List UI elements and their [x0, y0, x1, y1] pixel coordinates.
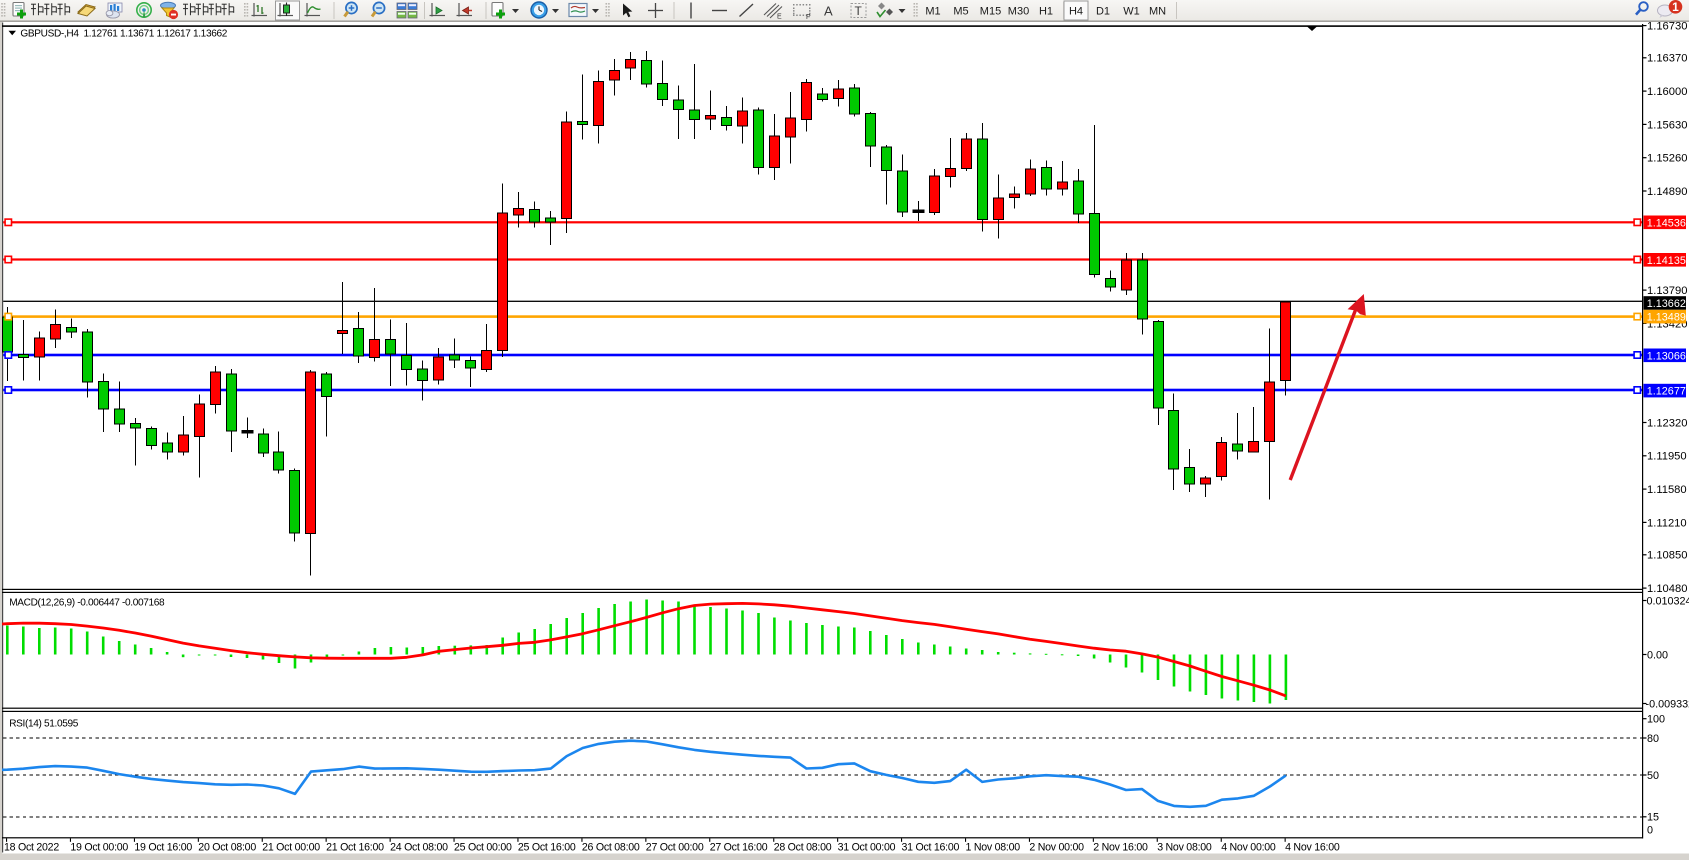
svg-text:19 Oct 00:00: 19 Oct 00:00 [70, 842, 128, 854]
svg-text:RSI(14) 51.0595: RSI(14) 51.0595 [9, 718, 79, 729]
svg-text:-0.009332: -0.009332 [1646, 698, 1689, 710]
svg-text:100: 100 [1647, 714, 1665, 726]
svg-text:0.010324: 0.010324 [1647, 595, 1689, 607]
svg-text:80: 80 [1647, 733, 1659, 745]
svg-text:1.13066: 1.13066 [1647, 350, 1686, 362]
svg-text:1.16730: 1.16730 [1647, 21, 1687, 33]
svg-text:1.15630: 1.15630 [1647, 119, 1687, 131]
svg-text:H4: H4 [1069, 6, 1083, 18]
svg-text:3 Nov 08:00: 3 Nov 08:00 [1157, 842, 1212, 854]
svg-text:2 Nov 16:00: 2 Nov 16:00 [1093, 842, 1148, 854]
svg-text:31 Oct 16:00: 31 Oct 16:00 [902, 842, 960, 854]
svg-text:1.14135: 1.14135 [1647, 255, 1686, 267]
svg-text:1.10480: 1.10480 [1647, 583, 1687, 595]
svg-text:1 Nov 08:00: 1 Nov 08:00 [966, 842, 1021, 854]
svg-text:24 Oct 08:00: 24 Oct 08:00 [390, 842, 448, 854]
svg-text:2 Nov 00:00: 2 Nov 00:00 [1029, 842, 1084, 854]
svg-text:4 Nov 00:00: 4 Nov 00:00 [1221, 842, 1276, 854]
svg-text:1.11580: 1.11580 [1647, 484, 1687, 496]
svg-text:18 Oct 2022: 18 Oct 2022 [4, 842, 59, 854]
svg-text:31 Oct 00:00: 31 Oct 00:00 [838, 842, 896, 854]
svg-text:27 Oct 00:00: 27 Oct 00:00 [646, 842, 704, 854]
svg-text:19 Oct 16:00: 19 Oct 16:00 [134, 842, 192, 854]
svg-text:1.12320: 1.12320 [1647, 417, 1687, 429]
svg-text:4 Nov 16:00: 4 Nov 16:00 [1285, 842, 1340, 854]
svg-text:1.13662: 1.13662 [1647, 298, 1686, 310]
svg-text:15: 15 [1647, 812, 1659, 824]
svg-text:M30: M30 [1008, 6, 1029, 18]
svg-text:1.15260: 1.15260 [1647, 153, 1687, 165]
svg-text:E: E [777, 14, 782, 21]
svg-text:1.16000: 1.16000 [1647, 86, 1687, 98]
svg-text:A: A [824, 4, 833, 19]
svg-text:F: F [806, 14, 810, 21]
svg-text:D1: D1 [1096, 6, 1110, 18]
svg-text:1: 1 [1672, 0, 1679, 14]
svg-text:MN: MN [1149, 6, 1166, 18]
svg-text:1.10850: 1.10850 [1647, 550, 1687, 562]
svg-text:T: T [855, 4, 863, 18]
svg-text:1.16370: 1.16370 [1647, 53, 1687, 65]
svg-text:21 Oct 00:00: 21 Oct 00:00 [262, 842, 320, 854]
svg-text:27 Oct 16:00: 27 Oct 16:00 [710, 842, 768, 854]
svg-text:0: 0 [1647, 824, 1653, 836]
svg-text:26 Oct 08:00: 26 Oct 08:00 [582, 842, 640, 854]
svg-text:28 Oct 08:00: 28 Oct 08:00 [774, 842, 832, 854]
svg-text:25 Oct 00:00: 25 Oct 00:00 [454, 842, 512, 854]
svg-text:M5: M5 [953, 6, 968, 18]
svg-text:H1: H1 [1039, 6, 1053, 18]
svg-text:M1: M1 [925, 6, 940, 18]
svg-text:M15: M15 [980, 6, 1001, 18]
svg-text:1.14890: 1.14890 [1647, 186, 1687, 198]
svg-text:25 Oct 16:00: 25 Oct 16:00 [518, 842, 576, 854]
svg-text:1.11210: 1.11210 [1647, 517, 1687, 529]
svg-text:1.14536: 1.14536 [1647, 217, 1686, 229]
svg-text:50: 50 [1647, 770, 1659, 782]
svg-text:1.12677: 1.12677 [1647, 386, 1686, 398]
svg-text:1.13790: 1.13790 [1647, 285, 1687, 297]
svg-text:0.00: 0.00 [1647, 649, 1668, 661]
svg-text:MACD(12,26,9) -0.006447 -0.007: MACD(12,26,9) -0.006447 -0.007168 [9, 597, 165, 608]
svg-text:21 Oct 16:00: 21 Oct 16:00 [326, 842, 384, 854]
svg-text:W1: W1 [1123, 6, 1140, 18]
svg-text:20 Oct 08:00: 20 Oct 08:00 [198, 842, 256, 854]
svg-text:1.13489: 1.13489 [1647, 312, 1686, 324]
svg-text:1.11950: 1.11950 [1647, 451, 1687, 463]
svg-text:GBPUSD-,H4 1.12761 1.13671 1.: GBPUSD-,H4 1.12761 1.13671 1.12617 1.136… [20, 28, 227, 39]
